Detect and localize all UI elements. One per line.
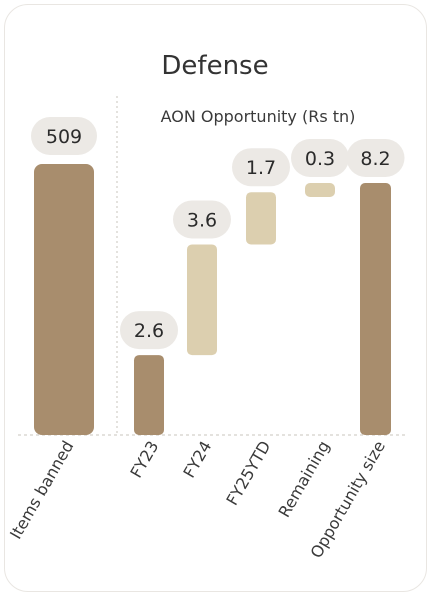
- value-label-remaining: 0.3: [305, 148, 335, 170]
- chart-title: Defense: [161, 51, 268, 81]
- bar-fy24: [187, 244, 217, 356]
- chart-subtitle: AON Opportunity (Rs tn): [161, 107, 356, 126]
- bar-items-banned: [34, 164, 94, 435]
- x-label-remaining: Remaining: [275, 438, 334, 521]
- bar-fy25ytd: [246, 192, 276, 245]
- bar-fy23: [134, 355, 164, 435]
- value-label-fy24-bubble: [173, 200, 231, 239]
- x-label-fy25ytd: FY25YTD: [222, 438, 274, 509]
- value-label-fy23: 2.6: [134, 320, 164, 342]
- value-label-remaining-bubble: [291, 139, 349, 177]
- value-label-items-banned: 509: [46, 126, 82, 148]
- x-label-fy24: FY24: [179, 438, 215, 482]
- x-label-items-banned: Items banned: [6, 438, 78, 543]
- x-label-fy23: FY23: [126, 438, 162, 482]
- value-label-opportunity-size-bubble: [346, 139, 405, 177]
- value-label-fy24: 3.6: [187, 209, 217, 231]
- value-label-fy25ytd: 1.7: [246, 157, 276, 179]
- value-label-opportunity-size: 8.2: [360, 148, 390, 170]
- value-label-items-banned-bubble: [31, 117, 97, 155]
- value-label-fy25ytd-bubble: [232, 148, 290, 187]
- bar-opportunity-size: [360, 183, 391, 435]
- bar-remaining: [305, 183, 335, 197]
- value-label-fy23-bubble: [120, 311, 178, 350]
